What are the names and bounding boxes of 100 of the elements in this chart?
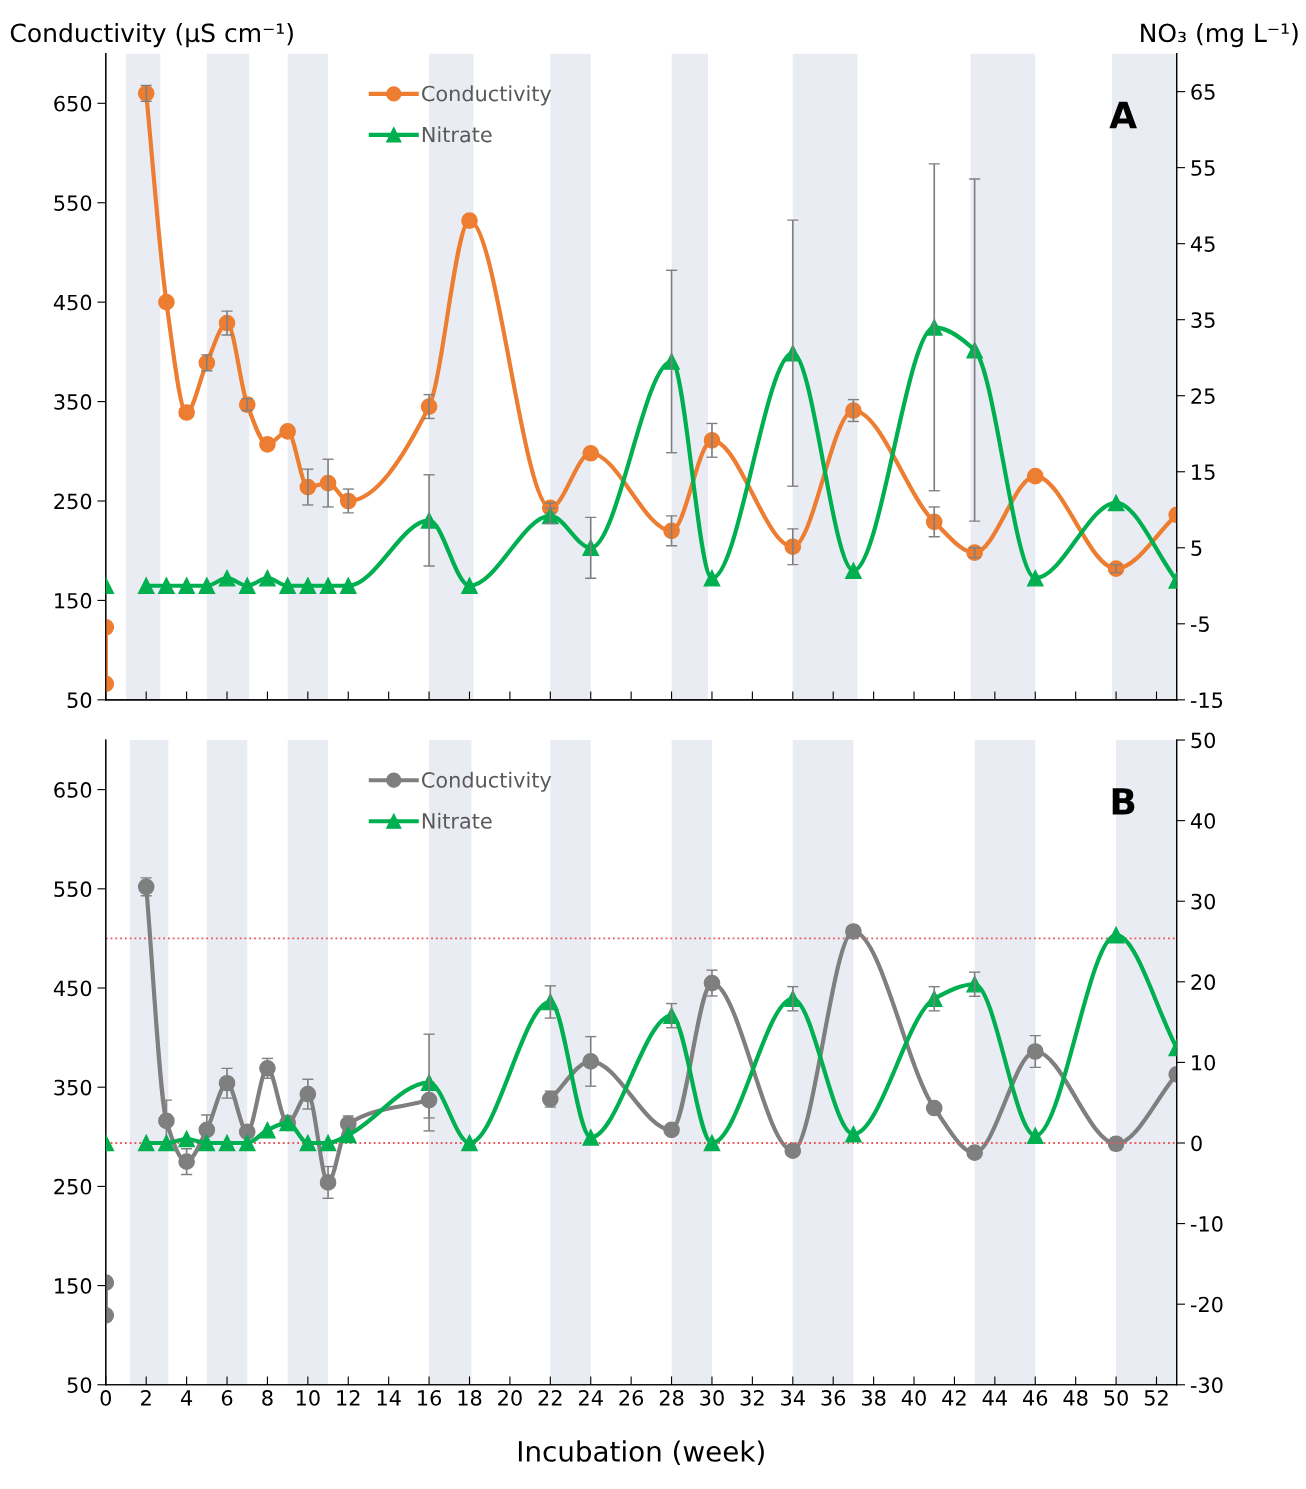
point <box>158 293 175 311</box>
point <box>845 402 862 419</box>
y2-tick-label: -30 <box>1190 1377 1223 1393</box>
point <box>784 1142 802 1160</box>
point <box>966 1144 983 1161</box>
point <box>299 577 317 595</box>
point <box>845 1125 862 1143</box>
point <box>703 569 721 587</box>
x-tick-label: 42 <box>942 1390 966 1406</box>
y-axis-title: Conductivity (µS cm⁻¹) <box>10 22 293 48</box>
y-tick-label: 150 <box>55 592 92 609</box>
y2-tick-label: 40 <box>1190 813 1216 829</box>
x-tick-label: 12 <box>337 1390 360 1406</box>
x-tick-label: 0 <box>100 1390 112 1406</box>
x-tick-label: 52 <box>1144 1390 1168 1406</box>
point <box>845 923 862 940</box>
annotation: A <box>1109 101 1137 129</box>
y2-tick-label: 5 <box>1191 540 1202 556</box>
x-tick-label: 48 <box>1063 1390 1088 1406</box>
y2-tick-label: -15 <box>1190 692 1223 709</box>
x-tick-label: 40 <box>901 1390 926 1406</box>
annotation: B <box>1112 788 1135 815</box>
y2-tick-label: 45 <box>1190 236 1215 252</box>
point <box>198 577 216 595</box>
x-tick-label: 2 <box>141 1390 151 1406</box>
y2-tick-label: 65 <box>1191 84 1215 100</box>
x-tick-label: 8 <box>262 1390 273 1406</box>
point <box>1026 467 1044 485</box>
x-tick-label: 26 <box>619 1390 644 1406</box>
y-tick-label: 550 <box>54 195 92 211</box>
point <box>299 1134 317 1152</box>
y-tick-label: 350 <box>54 394 92 410</box>
y2-axis-title: NO₃ (mg L⁻¹) <box>1141 22 1298 48</box>
point <box>703 1134 721 1152</box>
y-tick-label: 250 <box>54 493 92 510</box>
x-tick-label: 36 <box>821 1390 846 1406</box>
point <box>1107 926 1125 944</box>
point <box>279 423 296 440</box>
y2-tick-label: 30 <box>1191 893 1216 910</box>
point <box>259 435 276 453</box>
x-tick-label: 4 <box>181 1390 193 1406</box>
x-tick-label: 20 <box>498 1390 522 1406</box>
y2-tick-label: 50 <box>1191 732 1216 749</box>
point <box>178 577 195 595</box>
y-tick-label: 650 <box>54 782 92 798</box>
y-tick-label: 150 <box>55 1278 92 1294</box>
point <box>925 1099 943 1117</box>
point <box>319 1134 337 1152</box>
legend-label: Conductivity <box>422 85 552 106</box>
point <box>158 1112 175 1130</box>
point <box>582 444 600 462</box>
point <box>663 522 680 540</box>
x-tick-label: 10 <box>296 1390 320 1406</box>
point <box>259 569 276 587</box>
point <box>158 1134 175 1152</box>
y-tick-label: 450 <box>53 980 92 997</box>
x-tick-label: 24 <box>579 1390 603 1406</box>
y2-tick-label: 15 <box>1192 464 1215 480</box>
point <box>663 1121 680 1139</box>
point <box>259 1121 276 1139</box>
y2-tick-label: 0 <box>1191 1135 1202 1152</box>
x-tick-label: 16 <box>418 1390 442 1406</box>
x-tick-label: 28 <box>659 1390 684 1406</box>
x-tick-label: 46 <box>1023 1390 1048 1406</box>
x-tick-label: 22 <box>538 1390 562 1406</box>
x-tick-label: 14 <box>377 1390 401 1406</box>
point <box>339 1126 357 1144</box>
x-tick-label: 50 <box>1104 1390 1128 1406</box>
x-axis-title: Incubation (week) <box>518 1440 764 1466</box>
y-tick-label: 350 <box>54 1079 92 1096</box>
point <box>1026 1127 1044 1145</box>
point <box>137 577 155 595</box>
legend-label: Nitrate <box>422 812 492 829</box>
legend-label: Conductivity <box>422 771 552 792</box>
y2-tick-label: -10 <box>1190 1216 1223 1232</box>
y2-tick-label: 35 <box>1191 312 1215 328</box>
point <box>238 577 256 595</box>
y-tick-label: 550 <box>54 881 92 898</box>
y-tick-label: 650 <box>54 95 92 112</box>
x-tick-label: 30 <box>700 1390 724 1406</box>
y2-tick-label: -20 <box>1190 1296 1223 1313</box>
x-tick-label: 44 <box>982 1390 1007 1406</box>
point <box>319 577 337 595</box>
point <box>218 1134 236 1152</box>
x-tick-label: 32 <box>740 1390 764 1406</box>
y-tick-label: 50 <box>67 692 92 709</box>
point <box>461 1134 478 1152</box>
x-tick-label: 6 <box>221 1390 233 1406</box>
point <box>461 212 478 229</box>
point <box>845 562 862 579</box>
point <box>178 1153 195 1170</box>
y2-tick-label: 25 <box>1191 388 1215 404</box>
point <box>339 577 357 595</box>
point <box>1107 494 1125 512</box>
x-tick-label: 34 <box>781 1390 805 1406</box>
y-tick-label: 50 <box>67 1377 92 1393</box>
legend-label: Nitrate <box>422 126 492 143</box>
y2-tick-label: 10 <box>1192 1054 1216 1071</box>
point <box>279 577 296 595</box>
point <box>461 577 478 595</box>
